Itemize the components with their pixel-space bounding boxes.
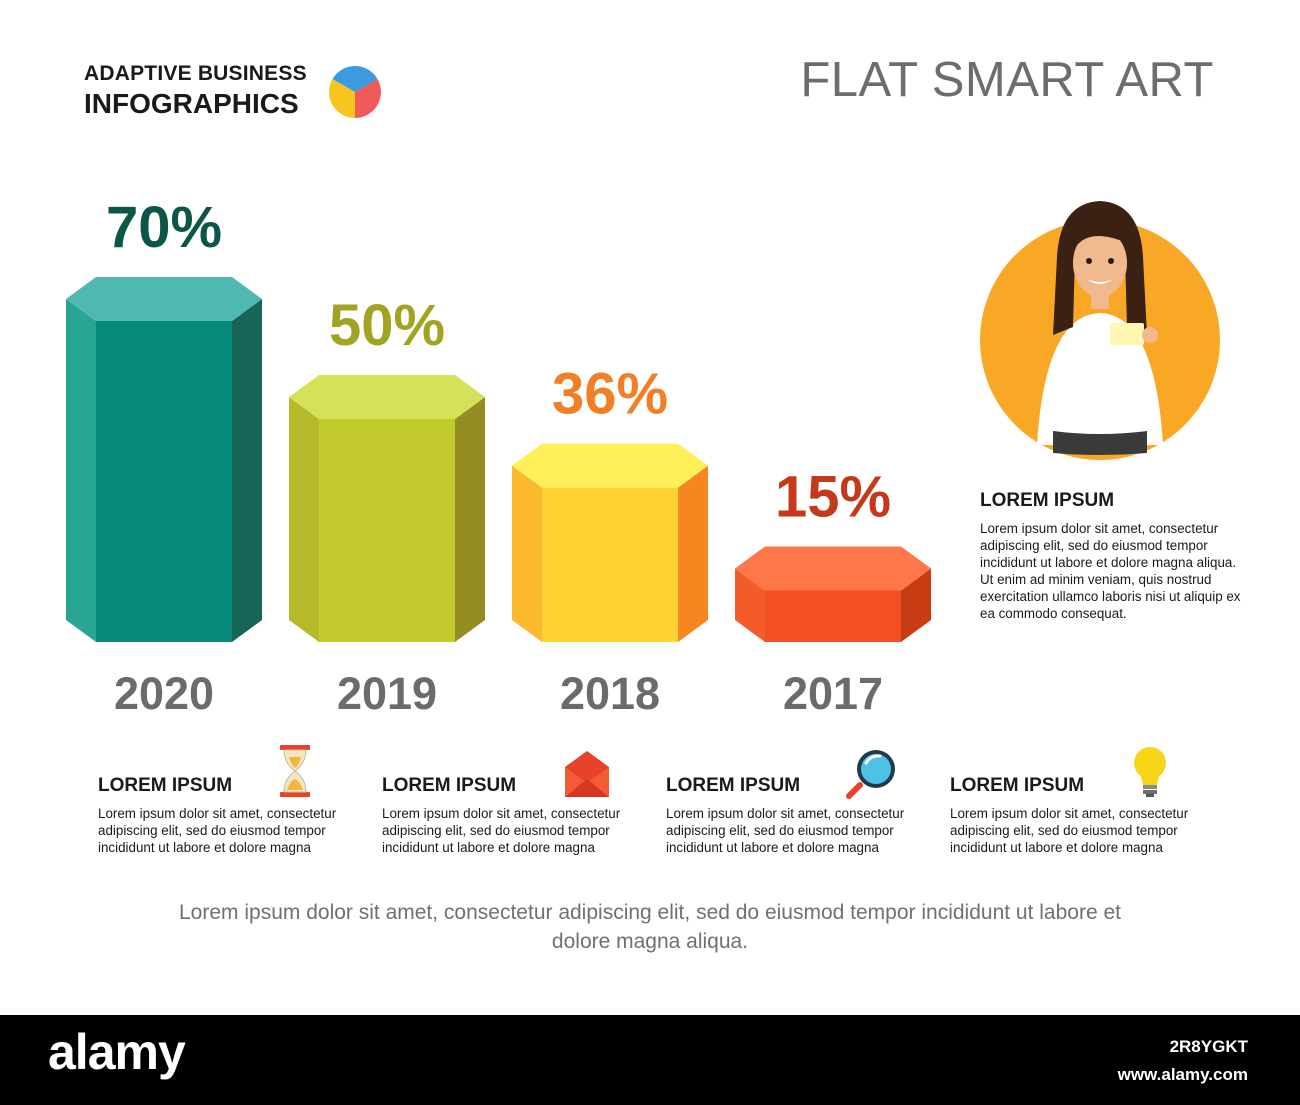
bar-left-face xyxy=(289,397,319,642)
bar-left-face xyxy=(66,299,96,642)
brand-line-1: ADAPTIVE BUSINESS xyxy=(84,62,307,85)
bar-top-face xyxy=(289,375,485,419)
bar-top-face xyxy=(66,277,262,321)
watermark-image-id: 2R8YGKT xyxy=(1169,1037,1248,1056)
info-card-4: LOREM IPSUM Lorem ipsum dolor sit amet, … xyxy=(950,745,1235,856)
info-card-2: LOREM IPSUM Lorem ipsum dolor sit amet, … xyxy=(382,745,667,856)
side-panel: LOREM IPSUM Lorem ipsum dolor sit amet, … xyxy=(980,490,1250,622)
bar-category-label: 2020 xyxy=(114,668,214,719)
bar-value-label: 70% xyxy=(106,195,222,260)
bar-right-face xyxy=(901,568,931,642)
info-card-body: Lorem ipsum dolor sit amet, consectetur … xyxy=(382,806,621,855)
info-card-body: Lorem ipsum dolor sit amet, consectetur … xyxy=(950,806,1189,855)
bar-right-face xyxy=(232,299,262,642)
bar-left-face xyxy=(735,568,765,642)
businesswoman-avatar xyxy=(980,201,1220,460)
info-card-body: Lorem ipsum dolor sit amet, consectetur … xyxy=(666,806,905,855)
bar-category-label: 2017 xyxy=(783,668,883,719)
watermark-url: www.alamy.com xyxy=(1117,1065,1248,1084)
magnifier-icon xyxy=(846,750,895,799)
side-panel-title: LOREM IPSUM xyxy=(980,490,1115,511)
bar-value-label: 50% xyxy=(329,293,445,358)
bar-chart: 70% 2020 50% 2019 36% 2018 15% 2017 xyxy=(66,195,931,719)
lightbulb-icon xyxy=(1134,747,1166,797)
brand-line-2: INFOGRAPHICS xyxy=(84,88,299,119)
bar-top-face xyxy=(735,546,931,591)
bar-top-face xyxy=(512,443,708,488)
bar-front-face xyxy=(96,321,232,642)
bar-right-face xyxy=(455,397,485,642)
bar-category-label: 2018 xyxy=(560,668,660,719)
brand-block: ADAPTIVE BUSINESS INFOGRAPHICS xyxy=(84,62,307,120)
envelope-icon xyxy=(565,751,609,797)
bar-front-face xyxy=(542,487,678,642)
info-card-body: Lorem ipsum dolor sit amet, consectetur … xyxy=(98,806,337,855)
bar-front-face xyxy=(319,419,455,642)
bar-left-face xyxy=(512,465,542,642)
footer-text: Lorem ipsum dolor sit amet, consectetur … xyxy=(179,901,1121,953)
info-card-1: LOREM IPSUM Lorem ipsum dolor sit amet, … xyxy=(98,745,383,856)
bar-value-label: 15% xyxy=(775,465,891,530)
bar-value-label: 36% xyxy=(552,362,668,427)
bar-right-face xyxy=(678,465,708,642)
bar-front-face xyxy=(765,590,901,642)
info-card-title: LOREM IPSUM xyxy=(382,775,517,796)
page-title: FLAT SMART ART xyxy=(800,53,1214,107)
side-panel-body: Lorem ipsum dolor sit amet, consectetur … xyxy=(980,521,1241,621)
info-card-title: LOREM IPSUM xyxy=(666,775,801,796)
watermark-logo: alamy xyxy=(48,1024,186,1080)
hourglass-icon xyxy=(280,745,310,797)
info-card-title: LOREM IPSUM xyxy=(950,775,1085,796)
bar-category-label: 2019 xyxy=(337,668,437,719)
info-card-3: LOREM IPSUM Lorem ipsum dolor sit amet, … xyxy=(666,745,951,856)
info-card-title: LOREM IPSUM xyxy=(98,775,233,796)
watermark-bar: alamy 2R8YGKT www.alamy.com xyxy=(0,1015,1300,1105)
pie-logo-icon xyxy=(329,66,381,118)
